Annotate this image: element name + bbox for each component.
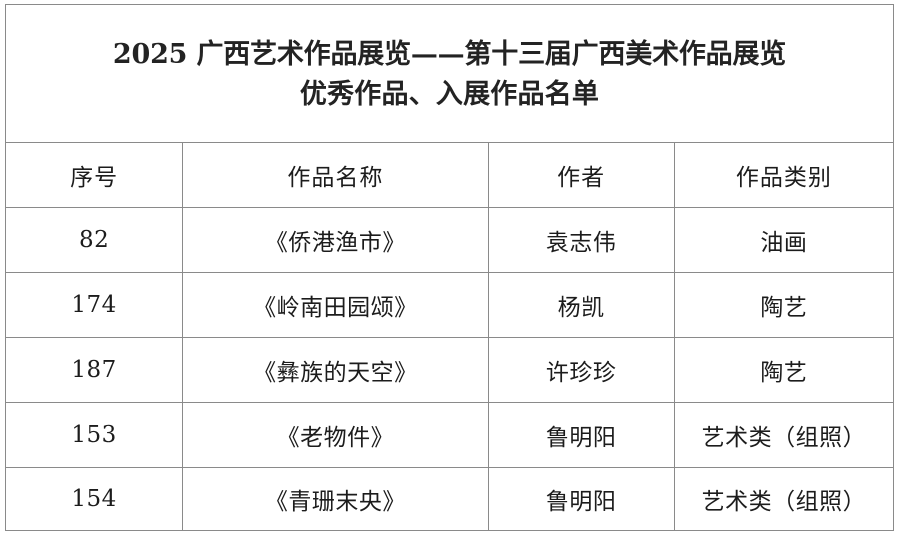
table-row: 174 《岭南田园颂》 杨凯 陶艺 (4, 272, 895, 338)
cell-name: 《青珊末央》 (182, 467, 489, 531)
table-row: 153 《老物件》 鲁明阳 艺术类（组照） (4, 402, 895, 468)
document-title-cell: 2025 广西艺术作品展览——第十三届广西美术作品展览 优秀作品、入展作品名单 (5, 4, 894, 143)
cell-name: 《岭南田园颂》 (182, 272, 489, 338)
cell-no: 153 (4, 402, 184, 468)
exhibition-list-table: 2025 广西艺术作品展览——第十三届广西美术作品展览 优秀作品、入展作品名单 … (4, 4, 895, 531)
table-row: 187 《彝族的天空》 许珍珍 陶艺 (4, 337, 895, 403)
document-title-line-2: 优秀作品、入展作品名单 (299, 78, 600, 110)
cell-author: 许珍珍 (487, 337, 675, 403)
column-header-author: 作者 (487, 142, 675, 208)
cell-no: 154 (4, 467, 184, 531)
cell-category: 艺术类（组照） (673, 402, 895, 468)
document-title-line-1: 2025 广西艺术作品展览——第十三届广西美术作品展览 (112, 38, 787, 70)
column-header-name: 作品名称 (182, 142, 489, 208)
cell-author: 杨凯 (487, 272, 675, 338)
cell-author: 鲁明阳 (487, 402, 675, 468)
cell-no: 187 (4, 337, 184, 403)
cell-category: 陶艺 (673, 272, 895, 338)
cell-author: 鲁明阳 (487, 467, 675, 531)
column-header-no: 序号 (4, 142, 184, 208)
table-row: 82 《侨港渔市》 袁志伟 油画 (4, 207, 895, 273)
cell-name: 《彝族的天空》 (182, 337, 489, 403)
cell-name: 《老物件》 (182, 402, 489, 468)
column-header-category: 作品类别 (673, 142, 895, 208)
cell-name: 《侨港渔市》 (182, 207, 489, 273)
cell-category: 陶艺 (673, 337, 895, 403)
cell-author: 袁志伟 (487, 207, 675, 273)
table-header-row: 序号 作品名称 作者 作品类别 (4, 142, 895, 208)
cell-no: 174 (4, 272, 184, 338)
title-row: 2025 广西艺术作品展览——第十三届广西美术作品展览 优秀作品、入展作品名单 (5, 4, 894, 143)
table-row: 154 《青珊末央》 鲁明阳 艺术类（组照） (4, 467, 895, 531)
cell-category: 艺术类（组照） (673, 467, 895, 531)
cell-category: 油画 (673, 207, 895, 273)
cell-no: 82 (4, 207, 184, 273)
